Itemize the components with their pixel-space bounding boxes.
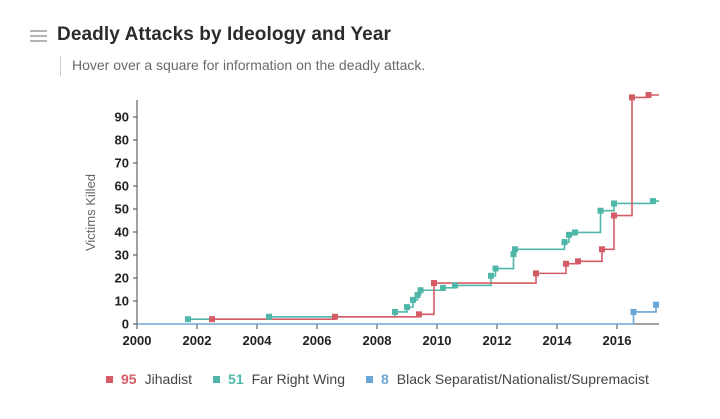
x-tick-label: 2010 [423,333,452,348]
series-line [188,200,659,320]
data-point-marker[interactable] [566,231,572,238]
data-point-marker[interactable] [431,280,437,287]
data-point-marker[interactable] [488,272,494,279]
legend-swatch [365,375,373,383]
legend-item-jihadist[interactable]: 95 Jihadist [106,371,192,387]
data-point-marker[interactable] [575,258,581,265]
y-tick-label: 90 [115,110,129,125]
data-point-marker[interactable] [630,308,637,315]
legend-label: Black Separatist/Nationalist/Supremacist [396,371,649,387]
data-point-marker[interactable] [414,292,421,299]
chart-svg: 0 10 20 30 40 50 60 70 80 90 2000 2002 2004 2006 2008 2… [83,92,659,348]
x-tick-label: 2016 [603,333,632,348]
x-tick-label: 2002 [183,333,212,348]
data-point-marker[interactable] [209,316,215,323]
y-tick-label: 80 [115,133,129,148]
x-tick-label: 2004 [243,333,273,348]
data-point-marker[interactable] [561,239,568,246]
legend-label: Jihadist [144,371,193,387]
data-point-marker[interactable] [653,301,659,308]
legend-item-far-right-wing[interactable]: 51 Far Right Wing [213,371,345,387]
legend-label: Far Right Wing [251,371,345,387]
data-point-marker[interactable] [611,200,617,207]
data-point-marker[interactable] [563,260,569,267]
legend-count: 95 [121,371,137,387]
data-point-marker[interactable] [332,313,338,320]
data-point-marker[interactable] [572,229,578,236]
subtitle-divider [60,56,61,76]
menu-icon[interactable] [30,30,47,43]
data-point-marker[interactable] [440,284,446,291]
data-point-marker[interactable] [266,313,272,320]
data-point-marker[interactable] [599,246,605,253]
y-tick-label: 60 [115,179,129,194]
data-point-marker[interactable] [629,94,635,101]
data-point-marker[interactable] [512,246,518,253]
x-tick-label: 2000 [123,333,152,348]
chart-title: Deadly Attacks by Ideology and Year [57,24,392,45]
chart-subtitle: Hover over a square for information on t… [72,57,426,73]
x-tick-label: 2008 [363,333,392,348]
data-point-marker[interactable] [510,251,517,258]
y-tick-label: 30 [115,248,129,263]
data-point-marker[interactable] [416,311,422,318]
data-point-marker[interactable] [417,287,424,294]
y-tick-label: 70 [115,156,129,171]
data-point-marker[interactable] [392,308,398,315]
data-point-marker[interactable] [404,304,410,311]
data-point-marker[interactable] [492,265,499,272]
legend-swatch [106,375,113,383]
data-point-marker[interactable] [650,198,656,205]
data-point-marker[interactable] [452,282,458,289]
x-tick-label: 2006 [303,333,332,348]
y-tick-label: 50 [115,202,129,217]
legend-count: 8 [380,371,389,387]
legend-swatch [213,375,221,383]
y-tick-label: 40 [115,225,129,240]
y-tick-label: 20 [115,271,129,286]
legend-count: 51 [228,371,244,387]
x-tick-label: 2014 [543,333,573,348]
chart-legend: 95 Jihadist 51 Far Right Wing 8 Black Se… [106,371,670,387]
data-point-marker[interactable] [410,296,416,303]
data-point-marker[interactable] [597,207,604,214]
data-point-marker[interactable] [611,212,617,219]
y-tick-label: 10 [115,294,129,309]
y-axis-label: Victims Killed [83,174,98,251]
y-tick-label: 0 [122,317,129,332]
x-tick-label: 2012 [483,333,512,348]
data-point-marker[interactable] [645,92,652,98]
legend-item-black-separatist[interactable]: 8 Black Separatist/Nationalist/Supremaci… [365,371,649,387]
data-point-marker[interactable] [185,316,191,323]
data-point-marker[interactable] [533,270,539,277]
